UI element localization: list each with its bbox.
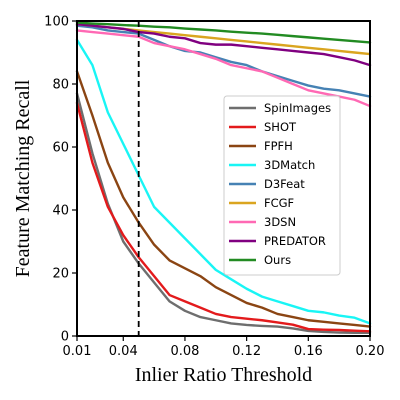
legend-box	[223, 95, 341, 276]
series-line-shot	[75, 101, 372, 333]
legend-items: SpinImages SHOT FPFH 3DMatch D3Feat FCGF 3DSN P…	[229, 101, 331, 267]
x-tick-label: 0.12	[232, 344, 261, 359]
legend-label: Ours	[264, 253, 291, 267]
x-axis-ticks: 0.01 0.04 0.08 0.12 0.16 0.20	[63, 336, 385, 359]
legend: SpinImages SHOT FPFH 3DMatch D3Feat FCGF 3DSN P…	[223, 95, 341, 276]
legend-label: D3Feat	[264, 177, 305, 191]
series-lines	[75, 21, 372, 335]
series-line-3dmatch	[75, 38, 372, 325]
series-line-fpfh	[75, 70, 372, 328]
y-tick-label: 60	[52, 141, 69, 156]
x-tick-label: 0.04	[109, 344, 138, 359]
series-line-ours	[75, 21, 372, 44]
y-axis-ticks: 0 20 40 60 80 100	[44, 15, 77, 345]
x-axis-title: Inlier Ratio Threshold	[135, 364, 312, 386]
legend-item-fpfh: FPFH	[229, 139, 293, 153]
y-tick-label: 100	[44, 15, 69, 30]
legend-label: 3DSN	[264, 215, 296, 229]
legend-label: FCGF	[264, 196, 294, 210]
legend-item-3dsn: 3DSN	[229, 215, 296, 229]
y-tick-label: 20	[52, 267, 69, 282]
plot-frame	[76, 20, 371, 337]
x-tick-label: 0.01	[63, 344, 92, 359]
y-tick-label: 0	[61, 330, 69, 345]
series-line-spinimages	[75, 92, 372, 335]
legend-item-spinimages: SpinImages	[229, 101, 331, 115]
legend-item-ours: Ours	[229, 253, 291, 267]
x-tick-label: 0.20	[356, 344, 385, 359]
legend-label: SpinImages	[264, 101, 331, 115]
legend-label: SHOT	[264, 120, 297, 134]
legend-item-d3feat: D3Feat	[229, 177, 305, 191]
series-line-d3feat	[75, 24, 372, 98]
legend-item-shot: SHOT	[229, 120, 297, 134]
series-line-3dsn	[75, 29, 372, 108]
y-tick-label: 80	[52, 78, 69, 93]
legend-item-fcgf: FCGF	[229, 196, 294, 210]
y-tick-label: 40	[52, 204, 69, 219]
legend-label: 3DMatch	[264, 158, 315, 172]
legend-label: FPFH	[264, 139, 293, 153]
x-tick-label: 0.16	[294, 344, 323, 359]
legend-label: PREDATOR	[264, 234, 326, 248]
x-tick-label: 0.08	[170, 344, 199, 359]
legend-item-3dmatch: 3DMatch	[229, 158, 315, 172]
series-line-predator	[75, 22, 372, 67]
y-axis-title: Feature Matching Recall	[12, 79, 34, 277]
legend-item-predator: PREDATOR	[229, 234, 326, 248]
